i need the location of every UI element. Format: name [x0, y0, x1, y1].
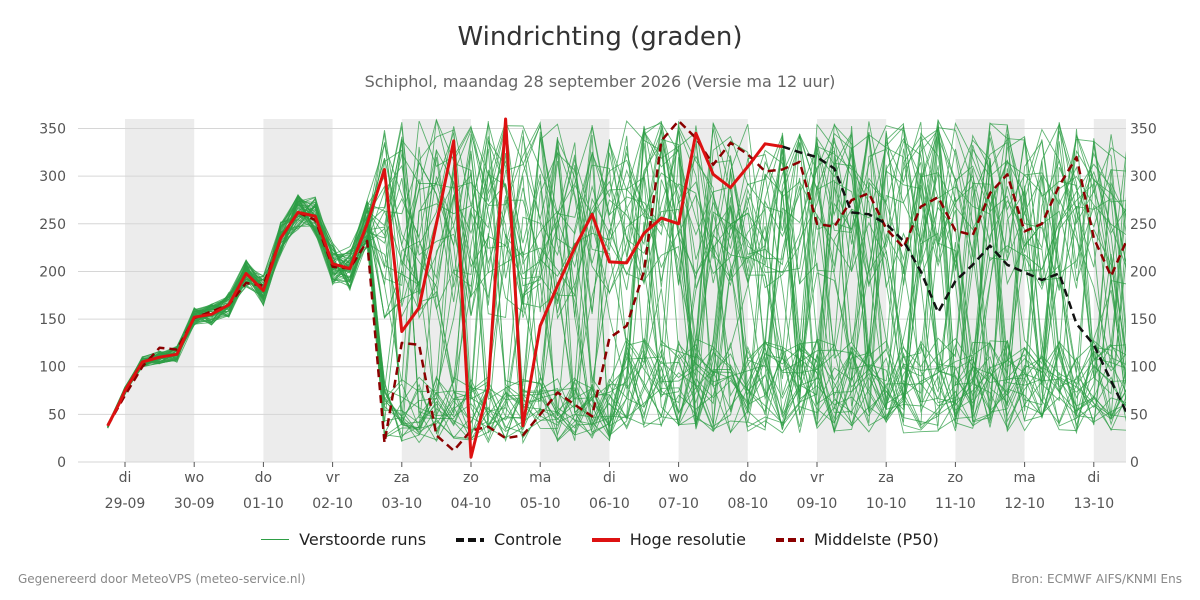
y-tick-label-right: 250: [1130, 217, 1157, 233]
x-tick-day: di: [1087, 470, 1100, 486]
x-tick-date: 29-09: [105, 496, 146, 512]
x-tick-day: wo: [669, 470, 689, 486]
legend-label-median: Middelste (P50): [813, 530, 939, 549]
legend-swatch-control: [456, 537, 485, 542]
x-tick-day: vr: [810, 470, 824, 486]
x-tick-day: ma: [1013, 470, 1035, 486]
legend-swatch-high-res: [591, 537, 620, 542]
x-tick-day: vr: [326, 470, 340, 486]
y-tick-label-right: 150: [1130, 312, 1157, 328]
y-tick-label-left: 150: [39, 312, 66, 328]
ensemble-member-line: [107, 123, 1126, 431]
y-tick-label-left: 300: [39, 169, 66, 185]
x-tick-date: 04-10: [451, 496, 492, 512]
y-tick-label-left: 200: [39, 264, 66, 280]
y-tick-label-right: 300: [1130, 169, 1157, 185]
x-tick-date: 10-10: [866, 496, 907, 512]
legend-item-control: Controle: [456, 530, 562, 549]
y-tick-label-left: 50: [48, 407, 66, 423]
day-band: [263, 119, 333, 462]
legend-item-high-res: Hoge resolutie: [591, 530, 746, 549]
series-line-controle: [782, 145, 1126, 415]
legend-label-high-res: Hoge resolutie: [629, 530, 746, 549]
y-tick-label-left: 0: [57, 455, 66, 471]
x-tick-day: ma: [529, 470, 551, 486]
x-tick-day: di: [603, 470, 616, 486]
ensemble-group: [107, 118, 1126, 445]
x-tick-date: 13-10: [1073, 496, 1114, 512]
x-tick-day: za: [394, 470, 410, 486]
legend-swatch-ensemble: [261, 539, 290, 540]
legend-item-ensemble: Verstoorde runs: [261, 530, 426, 549]
x-tick-date: 01-10: [243, 496, 284, 512]
x-tick-date: 02-10: [312, 496, 353, 512]
footer-source: Bron: ECMWF AIFS/KNMI Ens: [1011, 572, 1182, 586]
legend-item-median: Middelste (P50): [775, 530, 939, 549]
chart-subtitle: Schiphol, maandag 28 september 2026 (Ver…: [364, 72, 836, 91]
ensemble-member-line: [107, 120, 1126, 427]
ensemble-member-line: [107, 126, 1126, 429]
y-tick-label-left: 350: [39, 122, 66, 138]
y-tick-label-right: 100: [1130, 360, 1157, 376]
x-tick-day: za: [878, 470, 894, 486]
series-line-middelste-p50: [106, 119, 1126, 452]
y-tick-label-right: 350: [1130, 122, 1157, 138]
x-tick-day: wo: [184, 470, 204, 486]
ensemble-member-line: [107, 120, 1126, 441]
x-tick-date: 05-10: [520, 496, 561, 512]
y-tick-label-right: 0: [1130, 455, 1139, 471]
y-tick-label-left: 250: [39, 217, 66, 233]
x-tick-date: 08-10: [727, 496, 768, 512]
x-tick-day: zo: [947, 470, 963, 486]
x-tick-date: 12-10: [1004, 496, 1045, 512]
footer-credit: Gegenereerd door MeteoVPS (meteo-service…: [18, 572, 306, 586]
x-tick-date: 11-10: [935, 496, 976, 512]
x-tick-day: do: [255, 470, 272, 486]
legend-label-control: Controle: [494, 530, 562, 549]
y-tick-label-left: 100: [39, 360, 66, 376]
legend-label-ensemble: Verstoorde runs: [299, 530, 427, 549]
chart-title: Windrichting (graden): [457, 22, 743, 52]
x-tick-date: 09-10: [797, 496, 838, 512]
series-group: [106, 117, 1126, 459]
x-tick-day: zo: [463, 470, 479, 486]
y-tick-label-right: 200: [1130, 264, 1157, 280]
legend: Verstoorde runs Controle Hoge resolutie …: [0, 530, 1200, 549]
x-tick-date: 30-09: [174, 496, 215, 512]
series-line-hoge-resolutie: [106, 117, 783, 459]
x-tick-date: 06-10: [589, 496, 630, 512]
legend-swatch-median: [775, 537, 804, 542]
x-tick-date: 03-10: [381, 496, 422, 512]
x-tick-day: di: [119, 470, 132, 486]
x-tick-day: do: [739, 470, 756, 486]
x-tick-date: 07-10: [658, 496, 699, 512]
y-tick-label-right: 50: [1130, 407, 1148, 423]
day-band: [125, 119, 195, 462]
ensemble-member-line: [107, 125, 1126, 444]
